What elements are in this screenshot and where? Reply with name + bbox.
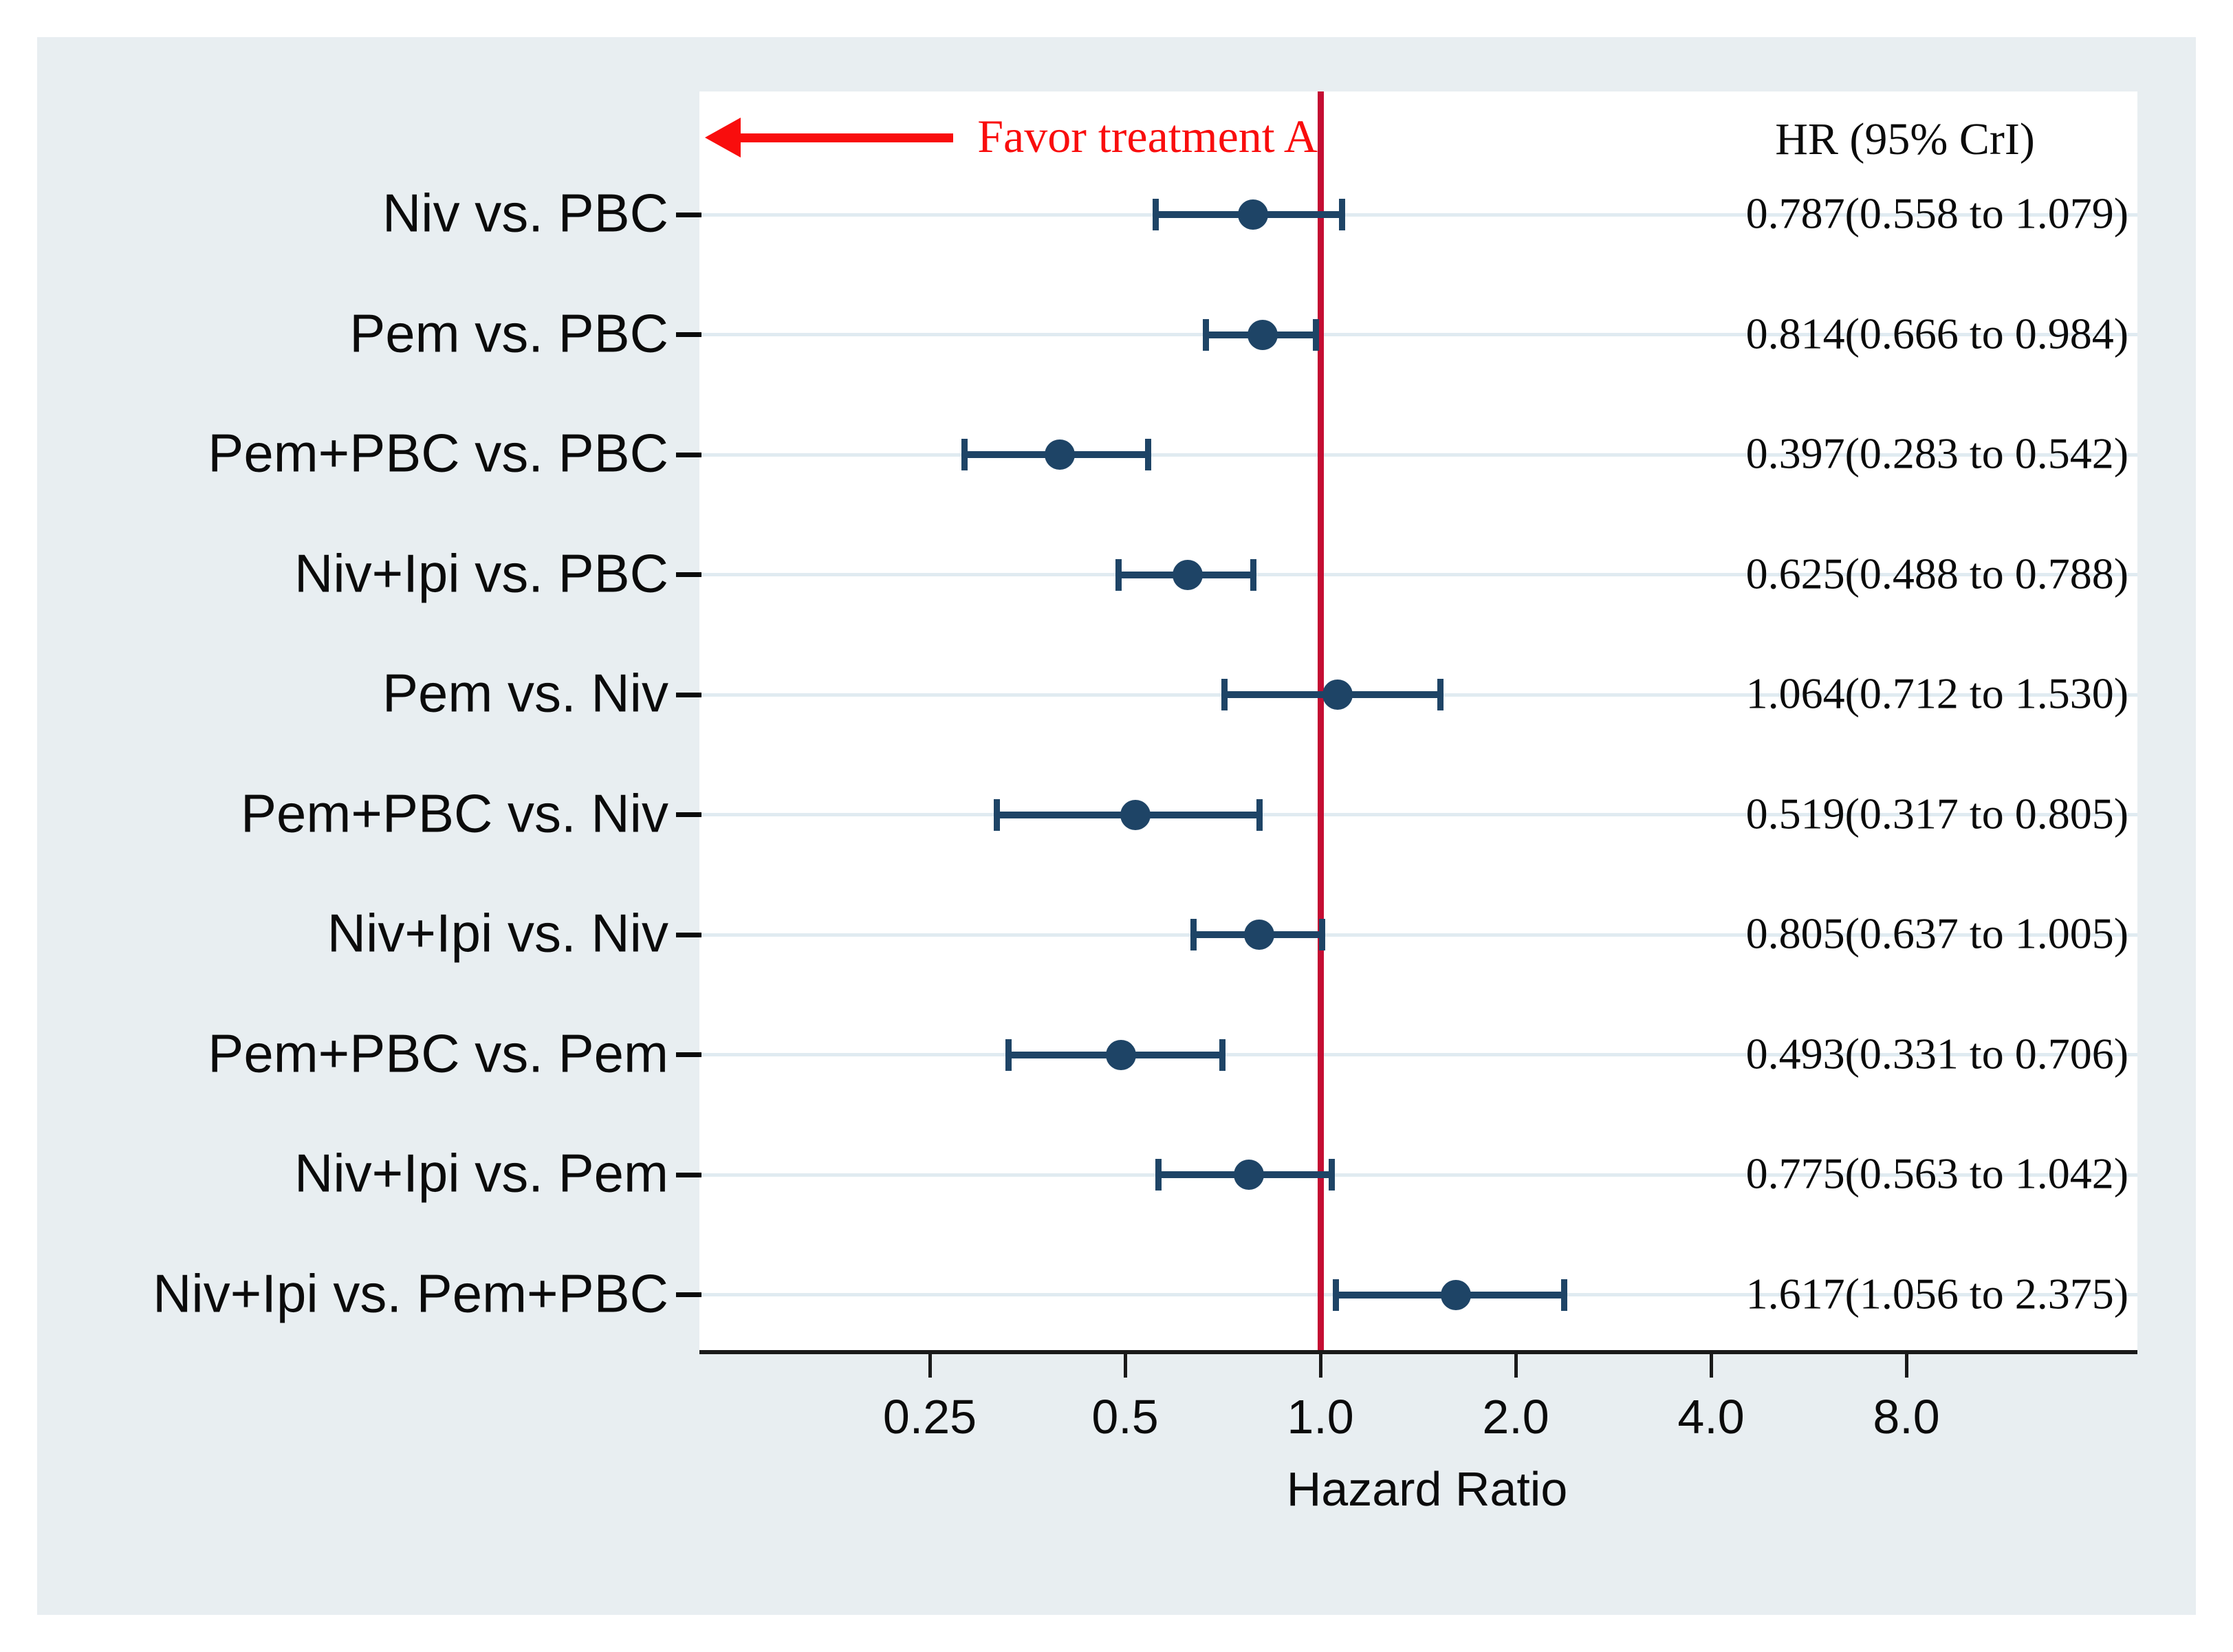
x-tick-mark	[928, 1354, 932, 1378]
favor-arrow-shaft	[736, 133, 953, 142]
hr-value: 0.519(0.317 to 0.805)	[1745, 789, 2128, 838]
comparison-label: Pem vs. Niv	[382, 662, 668, 724]
y-axis-tick	[676, 1292, 701, 1297]
error-bar-cap-lower	[1221, 679, 1228, 710]
x-axis-title: Hazard Ratio	[1286, 1462, 1568, 1516]
point-marker	[1173, 559, 1203, 590]
x-tick-label: 1.0	[1287, 1390, 1354, 1444]
comparison-label: Pem vs. PBC	[349, 303, 668, 364]
favor-treatment-annotation: Favor treatment A	[977, 109, 1318, 162]
row-guide-line	[699, 1053, 2137, 1056]
hr-value: 0.787(0.558 to 1.079)	[1745, 188, 2128, 238]
comparison-label: Pem+PBC vs. PBC	[208, 422, 668, 483]
row-guide-line	[699, 453, 2137, 457]
comparison-label: Niv+Ipi vs. PBC	[294, 543, 668, 604]
y-axis-tick	[676, 692, 701, 697]
row-guide-line	[699, 813, 2137, 816]
row-guide-line	[699, 1173, 2137, 1177]
x-tick-label: 2.0	[1482, 1390, 1549, 1444]
point-marker	[1045, 439, 1076, 470]
hr-value: 0.493(0.331 to 0.706)	[1745, 1029, 2128, 1078]
error-bar-cap-lower	[961, 439, 968, 470]
comparison-label: Niv+Ipi vs. Pem+PBC	[153, 1263, 668, 1324]
row-guide-line	[699, 213, 2137, 217]
x-tick-label: 4.0	[1677, 1390, 1745, 1444]
error-bar-cap-lower	[993, 798, 1000, 831]
plot-area	[699, 91, 2137, 1351]
point-marker	[1106, 1039, 1137, 1070]
point-marker	[1120, 799, 1151, 830]
y-axis-tick	[676, 572, 701, 577]
hr-value: 0.814(0.666 to 0.984)	[1745, 309, 2128, 358]
x-tick-label: 0.5	[1091, 1390, 1159, 1444]
error-bar-cap-upper	[1338, 199, 1345, 230]
comparison-label: Niv vs. PBC	[382, 182, 668, 243]
hr-column-header: HR (95% CrI)	[1775, 114, 2035, 164]
error-bar-cap-upper	[1250, 558, 1256, 591]
row-guide-line	[699, 933, 2137, 937]
y-axis-tick	[676, 452, 701, 457]
error-bar-cap-upper	[1329, 1159, 1336, 1191]
error-bar-cap-upper	[1312, 318, 1319, 351]
comparison-label: Pem+PBC vs. Niv	[241, 783, 668, 844]
y-axis-tick	[676, 212, 701, 217]
comparison-label: Niv+Ipi vs. Pem	[294, 1142, 668, 1204]
error-bar-cap-lower	[1190, 919, 1197, 950]
error-bar-cap-lower	[1115, 558, 1122, 591]
y-axis-tick	[676, 812, 701, 817]
error-bar-cap-lower	[1202, 318, 1209, 351]
hr-value: 1.617(1.056 to 2.375)	[1745, 1269, 2128, 1318]
comparison-label: Niv+Ipi vs. Niv	[327, 902, 668, 964]
row-guide-line	[699, 333, 2137, 336]
x-tick-mark	[1709, 1354, 1713, 1378]
error-bar-cap-lower	[1332, 1279, 1339, 1311]
y-axis-tick	[676, 932, 701, 937]
comparison-label: Pem+PBC vs. Pem	[208, 1023, 668, 1084]
error-bar-cap-upper	[1219, 1039, 1226, 1071]
error-bar-cap-upper	[1437, 679, 1444, 710]
hr-value: 1.064(0.712 to 1.530)	[1745, 669, 2128, 718]
error-bar-cap-upper	[1144, 439, 1151, 470]
x-tick-label: 0.25	[882, 1390, 977, 1444]
x-axis-line	[699, 1350, 2137, 1354]
hr-value: 0.805(0.637 to 1.005)	[1745, 909, 2128, 958]
point-marker	[1247, 319, 1278, 350]
point-marker	[1440, 1279, 1471, 1310]
reference-line-hr-1	[1317, 91, 1324, 1351]
error-bar-cap-upper	[1318, 919, 1325, 950]
y-axis-tick	[676, 332, 701, 337]
x-tick-mark	[1318, 1354, 1322, 1378]
error-bar-cap-lower	[1155, 1159, 1162, 1191]
x-tick-mark	[1514, 1354, 1518, 1378]
error-bar-cap-upper	[1560, 1279, 1567, 1311]
y-axis-tick	[676, 1172, 701, 1177]
error-bar-cap-upper	[1256, 798, 1263, 831]
point-marker	[1233, 1160, 1264, 1190]
point-marker	[1237, 199, 1268, 230]
point-marker	[1322, 680, 1353, 710]
x-tick-mark	[1123, 1354, 1127, 1378]
error-bar-cap-lower	[1005, 1039, 1012, 1071]
hr-value: 0.397(0.283 to 0.542)	[1745, 428, 2128, 478]
x-tick-mark	[1904, 1354, 1908, 1378]
x-tick-label: 8.0	[1873, 1390, 1940, 1444]
error-bar-cap-lower	[1153, 199, 1159, 230]
point-marker	[1244, 920, 1275, 950]
favor-arrow-head-icon	[705, 118, 741, 157]
hr-value: 0.775(0.563 to 1.042)	[1745, 1149, 2128, 1198]
y-axis-tick	[676, 1052, 701, 1057]
hr-value: 0.625(0.488 to 0.788)	[1745, 549, 2128, 598]
row-guide-line	[699, 573, 2137, 576]
